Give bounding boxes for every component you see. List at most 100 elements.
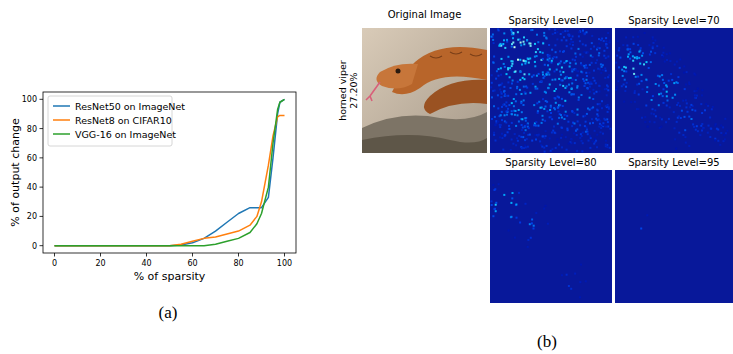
heat-pixel (653, 113, 655, 115)
heat-pixel (571, 82, 573, 84)
heat-pixel (637, 76, 639, 78)
heat-pixel (660, 93, 662, 95)
heat-pixel (545, 106, 547, 108)
heat-pixel (596, 146, 598, 148)
heat-pixel (554, 44, 556, 46)
heat-pixel (562, 105, 564, 107)
heat-pixel (523, 104, 525, 106)
heat-pixel (512, 37, 514, 39)
heat-pixel (693, 73, 695, 75)
heat-pixel (548, 28, 550, 30)
heat-pixel (629, 51, 631, 53)
y-tick (40, 157, 44, 158)
heat-pixel (646, 91, 648, 93)
heat-pixel (546, 38, 548, 40)
y-axis-label: % of output change (9, 118, 22, 227)
heat-pixel (574, 68, 576, 70)
heat-pixel (545, 100, 547, 102)
heat-pixel (491, 118, 493, 120)
heat-pixel (564, 100, 566, 102)
heat-pixel (598, 52, 600, 54)
heat-pixel (691, 109, 693, 111)
heat-pixel (552, 79, 554, 81)
heat-pixel (520, 102, 522, 104)
heat-pixel (519, 59, 521, 61)
heat-pixel (573, 112, 575, 114)
heat-pixel (554, 132, 556, 134)
heat-pixel (596, 59, 598, 61)
heat-pixel (648, 67, 650, 69)
heat-pixel (709, 117, 711, 119)
heat-pixel (601, 100, 603, 102)
heat-pixel (596, 91, 598, 93)
heat-pixel (549, 68, 551, 70)
heat-pixel (648, 44, 650, 46)
heat-pixel (636, 56, 638, 58)
rock (362, 112, 487, 153)
heat-pixel (558, 96, 560, 98)
heat-pixel (595, 118, 597, 120)
heat-pixel (629, 48, 631, 50)
heat-pixel (493, 132, 495, 134)
heat-pixel (675, 148, 677, 150)
heat-pixel (587, 51, 589, 53)
heat-pixel (638, 57, 640, 59)
heat-pixel (545, 92, 547, 94)
heat-pixel (514, 114, 516, 116)
x-tick (284, 253, 285, 257)
heat-pixel (546, 110, 548, 112)
heat-pixel (665, 121, 667, 123)
heat-pixel (626, 82, 628, 84)
heat-pixel (702, 127, 704, 129)
heat-pixel (520, 42, 522, 44)
heat-pixel (567, 34, 569, 36)
heat-pixel (535, 51, 537, 53)
heat-pixel (638, 94, 640, 96)
heat-pixel (527, 246, 529, 248)
heat-pixel (634, 101, 636, 103)
heat-pixel (651, 113, 653, 115)
heat-pixel (493, 56, 495, 58)
heat-pixel (616, 55, 618, 57)
heat-pixel (502, 149, 504, 151)
heat-pixel (515, 110, 517, 112)
heat-pixel (598, 91, 600, 93)
heat-pixel (549, 55, 551, 57)
heat-pixel (654, 121, 656, 123)
heat-pixel (625, 86, 627, 88)
heat-pixel (537, 112, 539, 114)
heat-pixel (597, 103, 599, 105)
heat-pixel (666, 86, 668, 88)
heat-pixel (504, 47, 506, 49)
heat-pixel (523, 41, 525, 43)
heat-pixel (656, 45, 658, 47)
heat-pixel (655, 83, 657, 85)
heat-pixel (577, 70, 579, 72)
heat-pixel (570, 288, 572, 290)
heat-pixel (674, 138, 676, 140)
heat-pixel (605, 37, 607, 39)
heat-pixel (576, 128, 578, 130)
heat-pixel (549, 116, 551, 118)
heat-pixel (524, 91, 526, 93)
heat-pixel (515, 70, 517, 72)
heat-pixel (507, 68, 509, 70)
heat-pixel (685, 84, 687, 86)
heat-pixel (662, 56, 664, 58)
heat-pixel (574, 123, 576, 125)
heat-pixel (501, 58, 503, 60)
heat-pixel (572, 111, 574, 113)
heat-pixel (512, 80, 514, 82)
heat-pixel (567, 30, 569, 32)
heat-pixel (683, 72, 685, 74)
legend-swatch (53, 105, 70, 107)
heat-pixel (643, 63, 645, 65)
heat-pixel (522, 77, 524, 79)
axes: 020406080100020406080100% of sparsity% o… (9, 92, 296, 283)
y-tick-label: 60 (27, 154, 37, 163)
heat-pixel (523, 147, 525, 149)
heat-pixel (616, 87, 618, 89)
heat-pixel (534, 61, 536, 63)
heat-pixel (604, 77, 606, 79)
heat-pixel (525, 203, 527, 205)
